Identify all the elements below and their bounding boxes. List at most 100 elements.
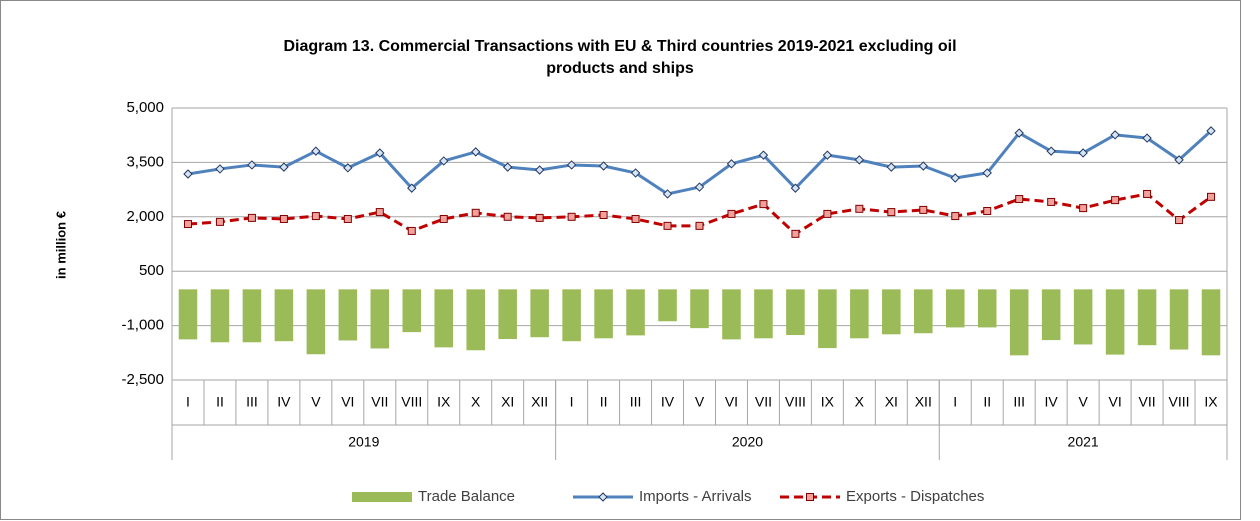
marker — [534, 165, 545, 175]
marker — [950, 173, 960, 183]
group-label: 2019 — [348, 434, 379, 450]
marker — [1110, 130, 1120, 140]
x-tick-label: V — [1078, 394, 1088, 410]
y-tick-label: 2,000 — [126, 208, 164, 225]
marker — [247, 213, 256, 222]
x-tick-label: VII — [371, 394, 388, 410]
marker — [407, 183, 417, 193]
marker — [502, 162, 513, 172]
marker — [758, 150, 769, 160]
y-tick-label: -2,500 — [121, 371, 164, 388]
bar — [1073, 289, 1093, 345]
bar — [210, 289, 230, 343]
legend-marker — [598, 492, 608, 502]
marker — [375, 208, 384, 217]
marker — [1174, 155, 1184, 165]
marker — [727, 209, 736, 218]
bar — [434, 289, 454, 348]
legend-swatch — [352, 492, 412, 502]
x-tick-label: XII — [531, 394, 548, 410]
marker — [791, 229, 800, 238]
marker — [439, 156, 449, 166]
marker — [183, 169, 193, 179]
marker — [279, 162, 289, 172]
marker — [695, 221, 704, 230]
bar — [1201, 289, 1221, 356]
bar — [1105, 289, 1125, 355]
marker — [887, 208, 896, 217]
x-tick-label: XI — [885, 394, 898, 410]
marker — [823, 209, 832, 218]
x-tick-label: VIII — [785, 394, 806, 410]
marker — [311, 212, 320, 221]
marker — [183, 220, 192, 229]
bar — [786, 289, 805, 336]
x-tick-label: III — [630, 394, 642, 410]
x-tick-label: IV — [661, 394, 675, 410]
marker — [983, 206, 992, 215]
x-tick-label: VI — [725, 394, 738, 410]
x-tick-label: VIII — [401, 394, 422, 410]
marker — [1175, 216, 1184, 225]
x-tick-label: VII — [1139, 394, 1156, 410]
x-tick-label: III — [1013, 394, 1025, 410]
marker — [1143, 189, 1152, 198]
bar — [754, 289, 773, 339]
marker — [343, 163, 353, 173]
x-tick-label: VI — [1108, 394, 1121, 410]
y-tick-label: 3,500 — [126, 153, 164, 170]
marker — [471, 208, 480, 217]
marker — [886, 162, 897, 172]
bar — [306, 289, 326, 355]
y-tick-label: 5,000 — [126, 99, 164, 116]
marker — [279, 214, 288, 223]
marker — [726, 159, 737, 169]
marker — [822, 150, 833, 160]
bar — [945, 289, 965, 328]
marker — [1207, 192, 1216, 201]
marker — [1014, 128, 1024, 138]
marker — [855, 204, 864, 213]
marker — [407, 226, 416, 235]
marker — [1206, 126, 1216, 136]
bar — [338, 289, 358, 341]
bar — [1169, 289, 1189, 350]
marker — [919, 205, 928, 214]
bar — [850, 289, 869, 339]
marker — [631, 214, 640, 223]
y-tick-label: -1,000 — [121, 317, 164, 334]
x-tick-label: VIII — [1169, 394, 1190, 410]
y-tick-label: 500 — [139, 262, 164, 279]
x-tick-label: II — [983, 394, 991, 410]
bar — [530, 289, 549, 338]
bar — [562, 289, 581, 342]
marker — [951, 212, 960, 221]
marker — [630, 168, 641, 178]
bar — [658, 289, 677, 322]
marker — [790, 183, 801, 193]
marker — [535, 213, 544, 222]
bar — [882, 289, 901, 335]
x-tick-label: IX — [821, 394, 835, 410]
marker — [566, 160, 577, 170]
marker — [343, 214, 352, 223]
x-tick-label: VI — [341, 394, 354, 410]
marker — [759, 200, 768, 209]
x-tick-label: VII — [755, 394, 772, 410]
x-tick-label: IX — [437, 394, 451, 410]
bar — [594, 289, 613, 339]
group-label: 2020 — [732, 434, 763, 450]
x-tick-label: III — [246, 394, 258, 410]
bar — [818, 289, 837, 349]
marker — [918, 161, 928, 171]
y-axis-label: in million € — [53, 211, 68, 279]
bar — [626, 289, 645, 336]
legend-marker — [806, 493, 814, 501]
x-tick-label: I — [570, 394, 574, 410]
legend-label: Trade Balance — [418, 488, 515, 505]
bar — [242, 289, 262, 343]
bar — [178, 289, 198, 340]
bar — [1041, 289, 1061, 341]
bar — [402, 289, 422, 333]
